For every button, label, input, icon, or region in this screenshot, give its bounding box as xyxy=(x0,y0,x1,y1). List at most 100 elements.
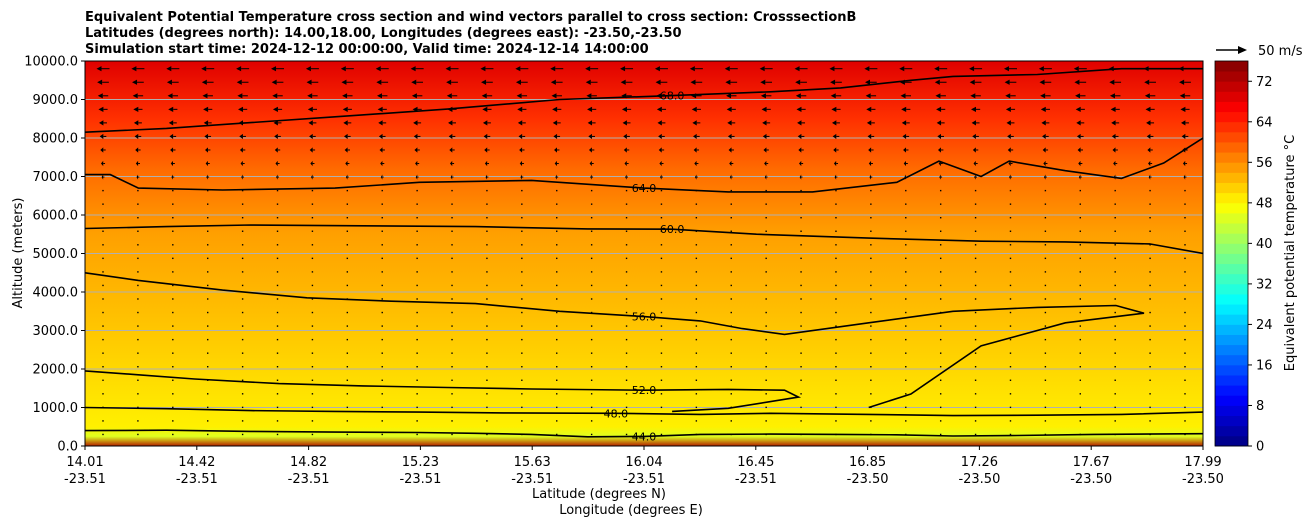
wind-vector xyxy=(1079,420,1081,422)
wind-vector xyxy=(102,325,104,327)
colorbar-band xyxy=(1215,253,1248,265)
wind-vector-head xyxy=(1112,147,1116,153)
wind-vector xyxy=(1079,257,1081,260)
wind-vector-head xyxy=(485,174,488,180)
wind-vector xyxy=(311,284,314,287)
wind-vector-head xyxy=(865,93,871,99)
quiver-key-label: 50 m/s xyxy=(1258,44,1303,59)
wind-vector xyxy=(172,189,174,192)
wind-vector xyxy=(974,298,977,300)
wind-vector xyxy=(381,420,383,422)
wind-vector xyxy=(172,271,174,273)
wind-vector xyxy=(939,406,942,409)
wind-vector xyxy=(660,393,663,395)
wind-vector-head xyxy=(309,147,313,153)
wind-vector xyxy=(311,217,314,219)
wind-vector xyxy=(276,230,279,232)
wind-vector-head xyxy=(830,79,836,85)
wind-vector xyxy=(416,217,418,219)
colorbar-band xyxy=(1215,385,1248,396)
x-axis-label: Latitude (degrees N) xyxy=(532,487,666,502)
wind-vector xyxy=(730,311,732,314)
wind-vector-head xyxy=(903,147,907,153)
contour-label: 48.0 xyxy=(604,407,629,420)
wind-vector-head xyxy=(588,147,592,153)
wind-vector xyxy=(590,271,593,273)
wind-vector-head xyxy=(692,120,697,126)
wind-vector-head xyxy=(379,147,383,153)
colorbar-band xyxy=(1215,304,1248,315)
wind-vector-head xyxy=(341,79,347,85)
wind-vector xyxy=(905,420,907,422)
wind-vector xyxy=(1009,325,1012,327)
wind-vector xyxy=(1114,420,1116,422)
wind-vector xyxy=(870,366,872,368)
wind-vector xyxy=(102,379,104,381)
wind-vector xyxy=(346,433,349,436)
colorbar-band xyxy=(1215,425,1248,437)
wind-vectors xyxy=(96,66,1192,436)
wind-vector xyxy=(625,366,628,368)
wind-vector xyxy=(765,298,767,300)
wind-vector xyxy=(521,325,523,327)
wind-vector-head xyxy=(236,79,242,85)
wind-vector-head xyxy=(625,174,627,180)
wind-vector xyxy=(556,325,558,327)
wind-vector-head xyxy=(1009,174,1011,180)
wind-vector xyxy=(1114,189,1116,192)
wind-vector xyxy=(346,284,349,287)
wind-vector xyxy=(1149,217,1151,219)
wind-vector xyxy=(521,271,523,273)
wind-vector xyxy=(207,189,209,192)
colorbar-tick-label: 24 xyxy=(1256,318,1273,333)
wind-vector-head xyxy=(971,120,976,126)
colorbar-band xyxy=(1215,121,1248,133)
wind-vector-head xyxy=(1076,120,1081,126)
wind-vector-head xyxy=(868,147,872,153)
wind-vector xyxy=(521,189,523,192)
wind-vector xyxy=(381,298,383,300)
wind-vector xyxy=(625,379,628,381)
colorbar-tick-label: 32 xyxy=(1256,277,1273,292)
wind-vector xyxy=(1149,271,1151,273)
wind-vector xyxy=(590,433,593,436)
wind-vector xyxy=(207,298,209,300)
wind-vector-head xyxy=(241,174,243,180)
quiver-key: 50 m/s xyxy=(1216,44,1303,59)
wind-vector-head xyxy=(342,93,348,99)
wind-vector xyxy=(207,366,209,368)
wind-vector xyxy=(556,311,558,314)
wind-vector xyxy=(1044,203,1047,205)
wind-vector xyxy=(556,393,558,395)
wind-vector xyxy=(800,366,802,368)
colorbar-tick-label: 72 xyxy=(1256,75,1273,90)
wind-vector xyxy=(1114,338,1116,341)
wind-vector xyxy=(590,379,593,381)
wind-vector xyxy=(1009,366,1012,368)
x-tick-label-lat: 14.82 xyxy=(290,455,327,470)
wind-vector xyxy=(1079,325,1081,327)
wind-vector-head xyxy=(797,120,802,126)
wind-vector-head xyxy=(1042,147,1046,153)
wind-vector xyxy=(765,244,767,246)
wind-vector xyxy=(695,366,698,368)
wind-vector-head xyxy=(1006,120,1011,126)
wind-vector xyxy=(939,325,942,327)
wind-vector xyxy=(207,352,209,354)
wind-vector xyxy=(1044,366,1047,368)
wind-vector xyxy=(1009,284,1012,287)
wind-vector-head xyxy=(484,160,488,167)
wind-vector xyxy=(1079,406,1081,409)
wind-vector-head xyxy=(554,160,557,167)
wind-vector-head xyxy=(658,147,662,153)
wind-vector xyxy=(1044,393,1047,395)
wind-vector xyxy=(939,338,942,341)
wind-vector xyxy=(765,189,767,192)
wind-vector-head xyxy=(1179,79,1185,85)
wind-vector-head xyxy=(901,120,907,126)
wind-vector xyxy=(695,393,698,395)
wind-vector xyxy=(1079,379,1081,381)
colorbar-tick-label: 40 xyxy=(1256,237,1273,252)
wind-vector xyxy=(660,271,663,273)
colorbar-tick-label: 16 xyxy=(1256,358,1273,373)
